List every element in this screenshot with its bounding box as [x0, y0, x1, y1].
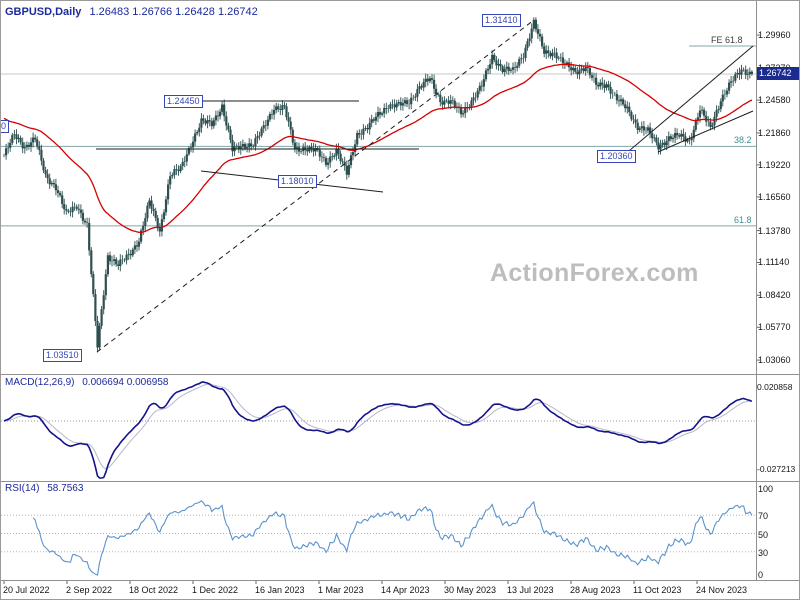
chart-header: GBPUSD,Daily 1.26483 1.26766 1.26428 1.2…	[5, 6, 258, 18]
symbol-timeframe-label: GBPUSD,Daily	[5, 6, 82, 18]
ohlc-values: 1.26483 1.26766 1.26428 1.26742	[89, 6, 258, 18]
watermark: ActionForex.com	[490, 259, 699, 287]
long-dashed-trendline	[96, 19, 535, 353]
rsi-value: 58.7563	[47, 483, 84, 494]
rsi-indicator-label: RSI(14) 58.7563	[5, 483, 83, 494]
descending-trendline-11801	[200, 170, 384, 193]
rsi-line	[32, 499, 753, 576]
current-price-tag: 1.26742	[757, 67, 799, 80]
rising-channel-upper	[622, 45, 754, 157]
panel-divider-main-macd	[1, 374, 799, 375]
rising-channel-lower	[657, 110, 754, 153]
candlestick-bodies	[5, 19, 753, 348]
moving-average-line	[3, 63, 753, 233]
macd-axis-max: 0.020858	[757, 382, 793, 392]
candlestick-wicks	[3, 17, 753, 353]
panel-divider-rsi-axis	[1, 580, 799, 581]
macd-axis-min: -0.027213	[757, 464, 796, 474]
price-axis-divider	[756, 1, 757, 581]
panel-divider-macd-rsi	[1, 481, 799, 482]
macd-title: MACD(12,26,9)	[5, 377, 75, 388]
macd-signal-line	[3, 383, 752, 470]
macd-main-line	[3, 381, 753, 479]
rsi-title: RSI(14)	[5, 483, 40, 494]
macd-values: 0.006694 0.006958	[82, 377, 169, 388]
macd-indicator-label: MACD(12,26,9) 0.006694 0.006958	[5, 377, 168, 388]
